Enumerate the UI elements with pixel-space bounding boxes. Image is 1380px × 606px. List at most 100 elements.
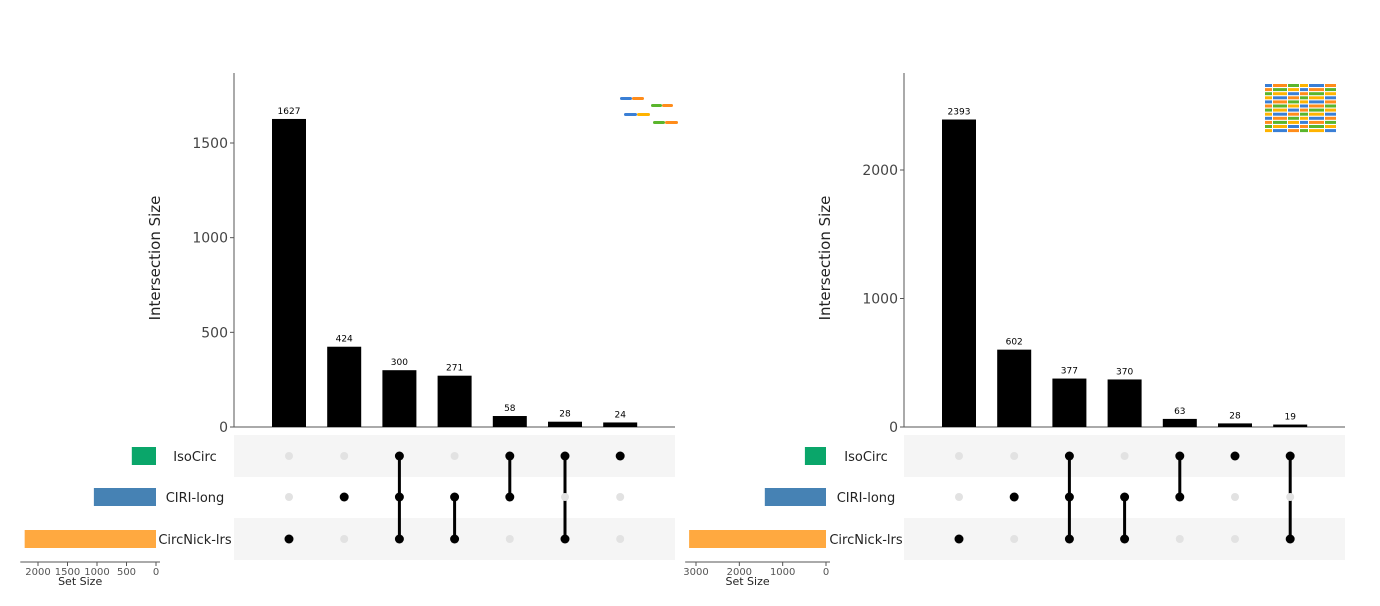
read-segment	[1288, 108, 1299, 112]
intersection-bar	[548, 421, 582, 427]
matrix-dot-empty	[340, 535, 349, 543]
set-size-bar	[93, 488, 156, 506]
intersection-bar	[1162, 418, 1197, 427]
read-segment	[1309, 92, 1324, 96]
matrix-dot-empty	[285, 452, 293, 460]
read-segment	[1300, 120, 1308, 124]
set-size-axis-label: Set Size	[58, 575, 102, 588]
matrix-dot-filled	[1230, 451, 1240, 461]
y-tick-label: 1000	[192, 231, 228, 247]
matrix-dot-filled	[394, 534, 404, 544]
set-size-bar	[689, 530, 826, 548]
read-segment	[1273, 112, 1287, 116]
read-segment	[1273, 125, 1287, 128]
matrix-dot-filled	[1064, 534, 1074, 544]
matrix-dot-empty	[616, 493, 625, 501]
y-tick-label: 500	[201, 325, 228, 341]
matrix-dot-filled	[1285, 451, 1295, 461]
matrix-dot-empty	[955, 493, 963, 501]
bar-value-label: 377	[1061, 367, 1078, 377]
set-label: CircNick-lrs	[158, 533, 232, 548]
matrix-dot-filled	[394, 492, 404, 502]
matrix-dot-filled	[1175, 451, 1185, 461]
read-segment	[1325, 96, 1336, 100]
read-segment	[1265, 125, 1272, 128]
read-segment	[1309, 112, 1324, 116]
read-segment	[1288, 84, 1299, 87]
bar-value-label: 28	[559, 410, 571, 420]
intersection-bar	[1052, 378, 1087, 427]
matrix-dot-filled	[1009, 492, 1019, 502]
read-segment	[1265, 104, 1272, 108]
read-segment	[1288, 125, 1299, 128]
read-segment	[653, 121, 665, 124]
read-segment	[1265, 84, 1272, 87]
read-segment	[1309, 100, 1324, 104]
set-label: CIRI-long	[837, 491, 896, 506]
intersection-bar	[437, 375, 472, 427]
matrix-dot-filled	[1285, 534, 1295, 544]
read-segment	[1273, 116, 1287, 120]
read-segment	[1325, 116, 1336, 120]
set-size-bar	[131, 447, 156, 465]
read-segment	[662, 104, 673, 107]
read-segment	[1265, 116, 1272, 120]
read-segment	[1300, 104, 1308, 108]
set-size-tick-label: 3000	[683, 567, 708, 578]
matrix-dot-filled	[505, 451, 515, 461]
set-size-tick-label: 2000	[727, 567, 752, 578]
read-segment	[637, 113, 650, 116]
matrix-dot-filled	[954, 534, 964, 544]
set-label: IsoCirc	[844, 450, 887, 465]
read-segment	[1288, 120, 1299, 124]
read-segment	[1273, 108, 1287, 112]
set-label: CircNick-lrs	[829, 533, 903, 548]
y-tick-label: 1500	[192, 136, 228, 152]
intersection-bar	[492, 416, 527, 427]
intersection-bar	[997, 349, 1032, 427]
read-segment	[1265, 108, 1272, 112]
read-segment	[1325, 88, 1336, 92]
read-segment	[1300, 100, 1308, 104]
matrix-dot-filled	[339, 492, 349, 502]
set-size-bar	[24, 530, 156, 548]
matrix-dot-filled	[615, 451, 625, 461]
intersection-bar	[603, 422, 638, 427]
intersection-bar	[382, 370, 417, 427]
read-segment	[1265, 88, 1272, 92]
bar-value-label: 63	[1174, 407, 1185, 417]
matrix-dot-empty	[450, 452, 459, 460]
read-segment	[1288, 100, 1299, 104]
matrix-dot-filled	[1120, 492, 1130, 502]
matrix-dot-filled	[394, 451, 404, 461]
matrix-dot-empty	[340, 452, 349, 460]
matrix-dot-filled	[560, 451, 570, 461]
read-segment	[1309, 108, 1324, 112]
read-segment	[1288, 104, 1299, 108]
many-reads-icon	[1265, 84, 1336, 133]
small-reads-icon	[620, 97, 678, 124]
read-segment	[620, 97, 632, 100]
read-segment	[1273, 129, 1287, 133]
read-segment	[1300, 88, 1308, 92]
matrix-dot-empty	[1120, 452, 1129, 460]
intersection-bar	[327, 346, 362, 427]
set-label: CIRI-long	[166, 491, 225, 506]
set-size-axis-label: Set Size	[726, 575, 770, 588]
matrix-dot-filled	[1120, 534, 1130, 544]
y-tick-label: 0	[219, 420, 228, 436]
upset-chart-2: 0 1000 2000 Intersection Size 2393 602 377 370 6…	[683, 73, 1345, 588]
matrix-dot-empty	[1286, 493, 1295, 501]
read-segment	[1265, 92, 1272, 96]
read-segment	[1309, 84, 1324, 87]
upset-chart-1: 0 500 1000 1500 Intersection Size 1627 424 300 2…	[20, 73, 678, 588]
read-segment	[1273, 104, 1287, 108]
set-size-tick-label: 1500	[55, 567, 80, 578]
read-segment	[1325, 100, 1336, 104]
read-segment	[1309, 96, 1324, 100]
matrix-dot-empty	[616, 535, 625, 543]
bar-value-label: 28	[1229, 411, 1241, 421]
matrix-dot-filled	[1175, 492, 1185, 502]
matrix-dot-empty	[955, 452, 963, 460]
read-segment	[1325, 129, 1336, 133]
